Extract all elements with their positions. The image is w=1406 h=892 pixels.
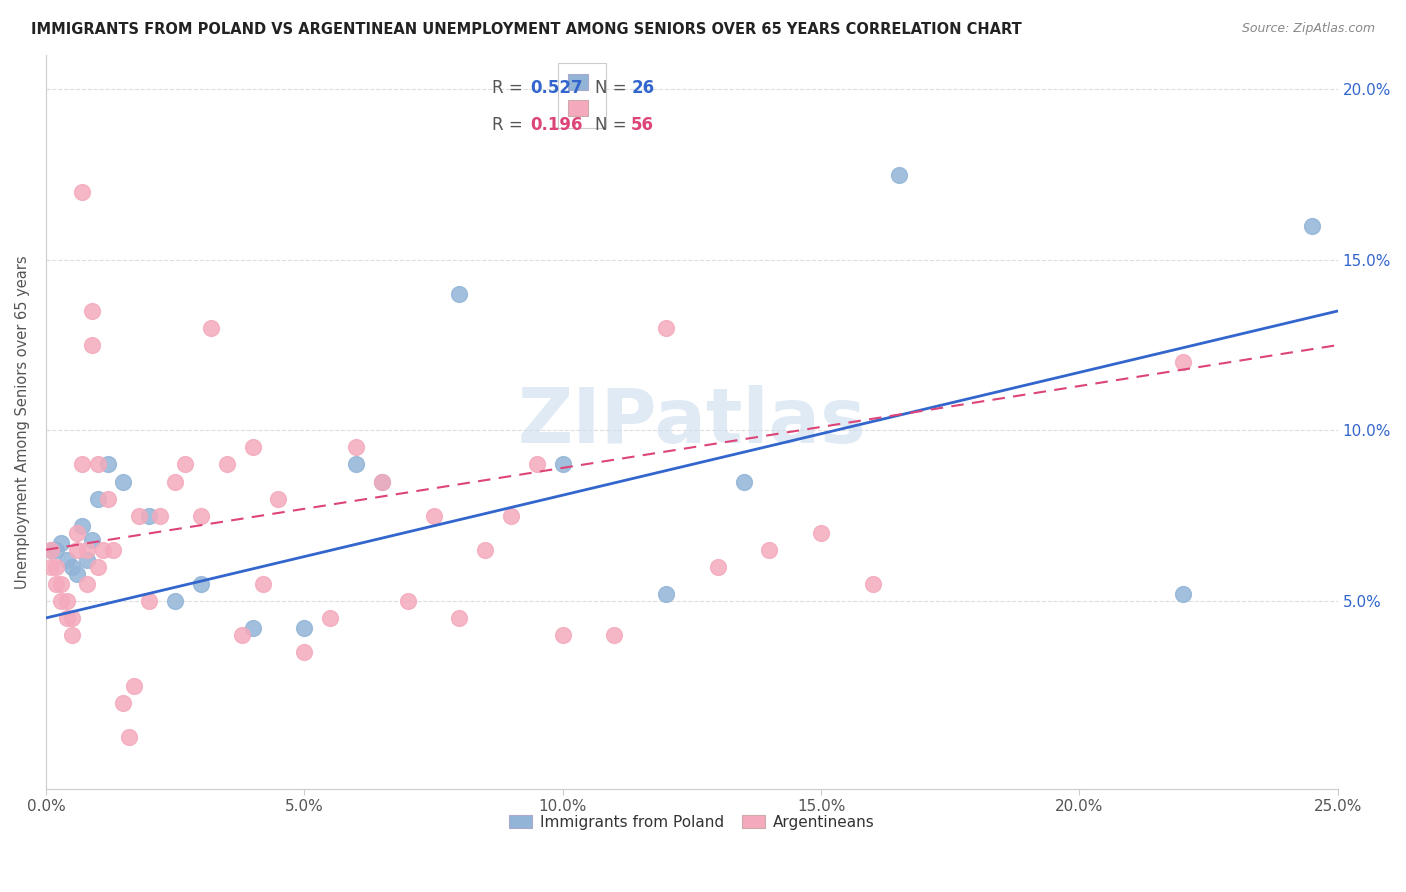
Point (112, 696, 135, 710)
Text: 0.196: 0.196 (530, 116, 583, 134)
Point (112, 475, 135, 489)
Point (70, 185, 93, 199)
Text: R =: R = (492, 116, 523, 134)
Point (55, 553, 77, 567)
Point (55, 611, 77, 625)
Point (70, 519, 93, 533)
Point (101, 542, 124, 557)
Point (165, 594, 187, 608)
Point (82, 304, 104, 318)
Point (371, 475, 394, 489)
Point (66, 525, 89, 540)
Point (86, 458, 108, 472)
Point (51, 577, 73, 591)
Point (603, 628, 626, 642)
Point (344, 458, 367, 472)
Point (51, 594, 73, 608)
Point (655, 321, 678, 335)
Point (344, 441, 367, 455)
Point (165, 475, 187, 489)
Point (97, 491, 120, 506)
Point (91, 542, 114, 557)
Point (45, 542, 67, 557)
Point (242, 441, 264, 455)
Point (45, 559, 67, 574)
Point (66, 566, 89, 581)
Point (810, 525, 832, 540)
Point (242, 621, 264, 635)
Point (76, 553, 98, 567)
Point (1171, 587, 1194, 601)
Point (292, 621, 315, 635)
Point (45, 577, 67, 591)
Point (449, 611, 471, 625)
Point (70, 458, 93, 472)
Point (138, 508, 160, 523)
Point (319, 611, 342, 625)
Point (449, 287, 471, 301)
Point (706, 559, 728, 574)
Point (551, 458, 574, 472)
Point (231, 628, 253, 642)
Point (39, 542, 62, 557)
Point (371, 475, 394, 489)
Point (499, 508, 522, 523)
Point (733, 475, 755, 489)
Point (1171, 355, 1194, 369)
Point (174, 458, 197, 472)
Point (396, 594, 419, 608)
Point (200, 321, 222, 335)
Point (655, 587, 678, 601)
Text: N =: N = (595, 116, 627, 134)
Point (1301, 219, 1323, 233)
Point (526, 458, 548, 472)
Point (39, 542, 62, 557)
Point (76, 542, 98, 557)
Point (190, 577, 212, 591)
Point (117, 731, 139, 745)
Point (60, 559, 83, 574)
Point (422, 508, 444, 523)
Point (474, 542, 496, 557)
Point (76, 577, 98, 591)
Text: 26: 26 (631, 79, 654, 97)
Text: ZIPatlas: ZIPatlas (517, 384, 866, 458)
Point (887, 168, 910, 182)
Text: Source: ZipAtlas.com: Source: ZipAtlas.com (1241, 22, 1375, 36)
Point (82, 338, 104, 352)
Text: N =: N = (595, 79, 627, 97)
Point (862, 577, 884, 591)
Legend: Immigrants from Poland, Argentineans: Immigrants from Poland, Argentineans (503, 809, 880, 836)
Point (86, 491, 108, 506)
Y-axis label: Unemployment Among Seniors over 65 years: Unemployment Among Seniors over 65 years (15, 255, 30, 589)
Point (60, 628, 83, 642)
Point (39, 559, 62, 574)
Point (551, 628, 574, 642)
Text: 56: 56 (631, 116, 654, 134)
Point (122, 679, 145, 693)
Point (55, 594, 77, 608)
Point (82, 533, 104, 547)
Point (86, 559, 108, 574)
Text: IMMIGRANTS FROM POLAND VS ARGENTINEAN UNEMPLOYMENT AMONG SENIORS OVER 65 YEARS C: IMMIGRANTS FROM POLAND VS ARGENTINEAN UN… (31, 22, 1022, 37)
Text: R =: R = (492, 79, 523, 97)
Point (292, 645, 315, 659)
Point (60, 611, 83, 625)
Point (758, 542, 780, 557)
Point (267, 491, 290, 506)
Point (190, 508, 212, 523)
Point (128, 508, 150, 523)
Point (215, 458, 238, 472)
Point (138, 594, 160, 608)
Point (252, 577, 274, 591)
Point (97, 458, 120, 472)
Text: 0.527: 0.527 (530, 79, 583, 97)
Point (66, 542, 89, 557)
Point (51, 536, 73, 550)
Point (149, 508, 172, 523)
